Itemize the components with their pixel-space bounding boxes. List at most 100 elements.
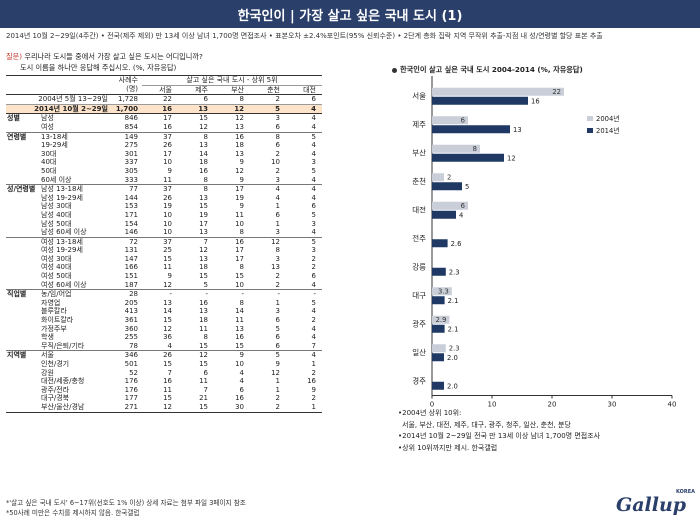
- row-value: 11: [163, 263, 172, 272]
- row-group: [6, 263, 40, 272]
- row-sample: 52: [129, 368, 138, 377]
- row-value: 13: [199, 307, 208, 316]
- row-value: 2: [311, 254, 316, 263]
- row-value: 2: [311, 368, 316, 377]
- row-value: 15: [178, 402, 214, 413]
- row-value: 4: [311, 149, 316, 158]
- row-value: 2: [250, 94, 286, 105]
- row-value: 18: [235, 141, 244, 150]
- row-value: 9: [239, 158, 244, 167]
- row-value: 25: [163, 246, 172, 255]
- row-label: 남성 13-18세: [40, 184, 112, 194]
- row-value: 5: [250, 104, 286, 115]
- category-label: 강릉: [412, 261, 426, 271]
- row-sample: 176: [124, 385, 138, 394]
- category-label: 전주: [412, 233, 426, 243]
- row-value: 15: [199, 341, 208, 350]
- row-value: 4: [286, 113, 322, 123]
- category-label: 경주: [412, 375, 426, 385]
- data-label-2014: 2.0: [447, 382, 458, 390]
- row-value: 4: [311, 280, 316, 289]
- row-value: 10: [235, 280, 244, 289]
- data-label-2004: 6: [461, 116, 465, 124]
- row-value: 16: [163, 377, 172, 386]
- row-value: 16: [142, 104, 178, 115]
- row-value: 8: [178, 131, 214, 142]
- row-value: 4: [167, 341, 172, 350]
- row-value: 8: [178, 184, 214, 194]
- row-value: 2: [275, 280, 280, 289]
- row-label: 대구/경북: [41, 394, 70, 403]
- row-sample: 177: [124, 394, 138, 403]
- row-value: 4: [311, 141, 316, 150]
- table-row: 남성 30대 153 19 15 9 1 6: [6, 202, 322, 211]
- table-row: 성별 남성 846 17 15 12 3 4: [6, 113, 322, 123]
- bar-2014: [432, 96, 528, 105]
- row-label: 강원: [41, 368, 54, 377]
- row-sample: 146: [124, 228, 138, 237]
- row-value: 12: [235, 166, 244, 175]
- bar-2014: [432, 381, 444, 390]
- row-group: [6, 236, 40, 247]
- row-value: 3: [275, 254, 280, 263]
- row-value: 1: [311, 360, 316, 368]
- row-group: [6, 360, 40, 369]
- row-value: 5: [311, 166, 316, 175]
- row-group: [6, 176, 40, 185]
- row-value: 10: [163, 158, 172, 167]
- data-label-2014: 2.0: [447, 354, 458, 362]
- row-value: 6: [286, 94, 322, 105]
- row-label: 화이트칼라: [41, 316, 74, 325]
- row-value: 2: [275, 149, 280, 158]
- table-row: 남성 19-29세 144 26 13 19 4 4: [6, 194, 322, 203]
- table-row: 2004년 5월 13~29일 1,728 22 6 8 2 6: [6, 94, 322, 105]
- row-value: 11: [235, 210, 244, 219]
- table-row: 50대 305 9 16 12 2 5: [6, 167, 322, 176]
- bar-2014: [432, 267, 446, 276]
- category-label: 대구: [412, 291, 426, 300]
- row-value: 3: [250, 113, 286, 123]
- row-value: 1: [275, 377, 280, 386]
- row-group: [6, 325, 40, 334]
- row-value: 11: [163, 175, 172, 184]
- row-value: 11: [163, 385, 172, 394]
- row-value: 21: [199, 394, 208, 403]
- row-sample: 305: [124, 166, 138, 175]
- row-sample: 131: [124, 246, 138, 255]
- row-value: 8: [239, 228, 244, 237]
- data-label-2014: 12: [507, 154, 516, 162]
- row-group: [6, 202, 40, 211]
- x-tick-label: 10: [488, 401, 497, 409]
- row-value: 13: [235, 149, 244, 158]
- table-row: 남성 50대 154 10 17 10 1 3: [6, 220, 322, 229]
- row-value: 15: [163, 394, 172, 403]
- row-label: 서울: [40, 350, 112, 360]
- row-value: 26: [163, 141, 172, 150]
- page-title: 한국인이 | 가장 살고 싶은 국내 도시 (1): [0, 0, 700, 28]
- bar-2014: [432, 125, 510, 134]
- row-sample: 144: [124, 193, 138, 202]
- row-value: 17: [235, 254, 244, 263]
- row-value: 6: [203, 368, 208, 377]
- header-blank: [6, 75, 40, 86]
- row-value: 7: [167, 368, 172, 377]
- row-value: 1: [275, 202, 280, 211]
- row-value: 4: [311, 324, 316, 333]
- row-value: 8: [203, 175, 208, 184]
- bar-2004: [432, 87, 564, 96]
- row-value: 6: [275, 316, 280, 325]
- row-value: 19: [235, 193, 244, 202]
- category-label: 춘천: [412, 176, 426, 186]
- row-value: 10: [163, 219, 172, 228]
- table-row: 연령별 13-18세 149 37 8 16 8 5: [6, 131, 322, 142]
- row-value: 4: [239, 368, 244, 377]
- row-sample: 360: [124, 324, 138, 333]
- row-value: 10: [163, 228, 172, 237]
- row-value: 2: [311, 263, 316, 272]
- chart-title: 한국인이 살고 싶은 국내 도시 2004-2014 (%, 자유응답): [392, 65, 583, 75]
- row-value: 8: [239, 298, 244, 307]
- header-blank: [40, 85, 112, 96]
- row-value: 15: [163, 254, 172, 263]
- row-value: 4: [311, 193, 316, 202]
- row-value: 9: [311, 385, 316, 394]
